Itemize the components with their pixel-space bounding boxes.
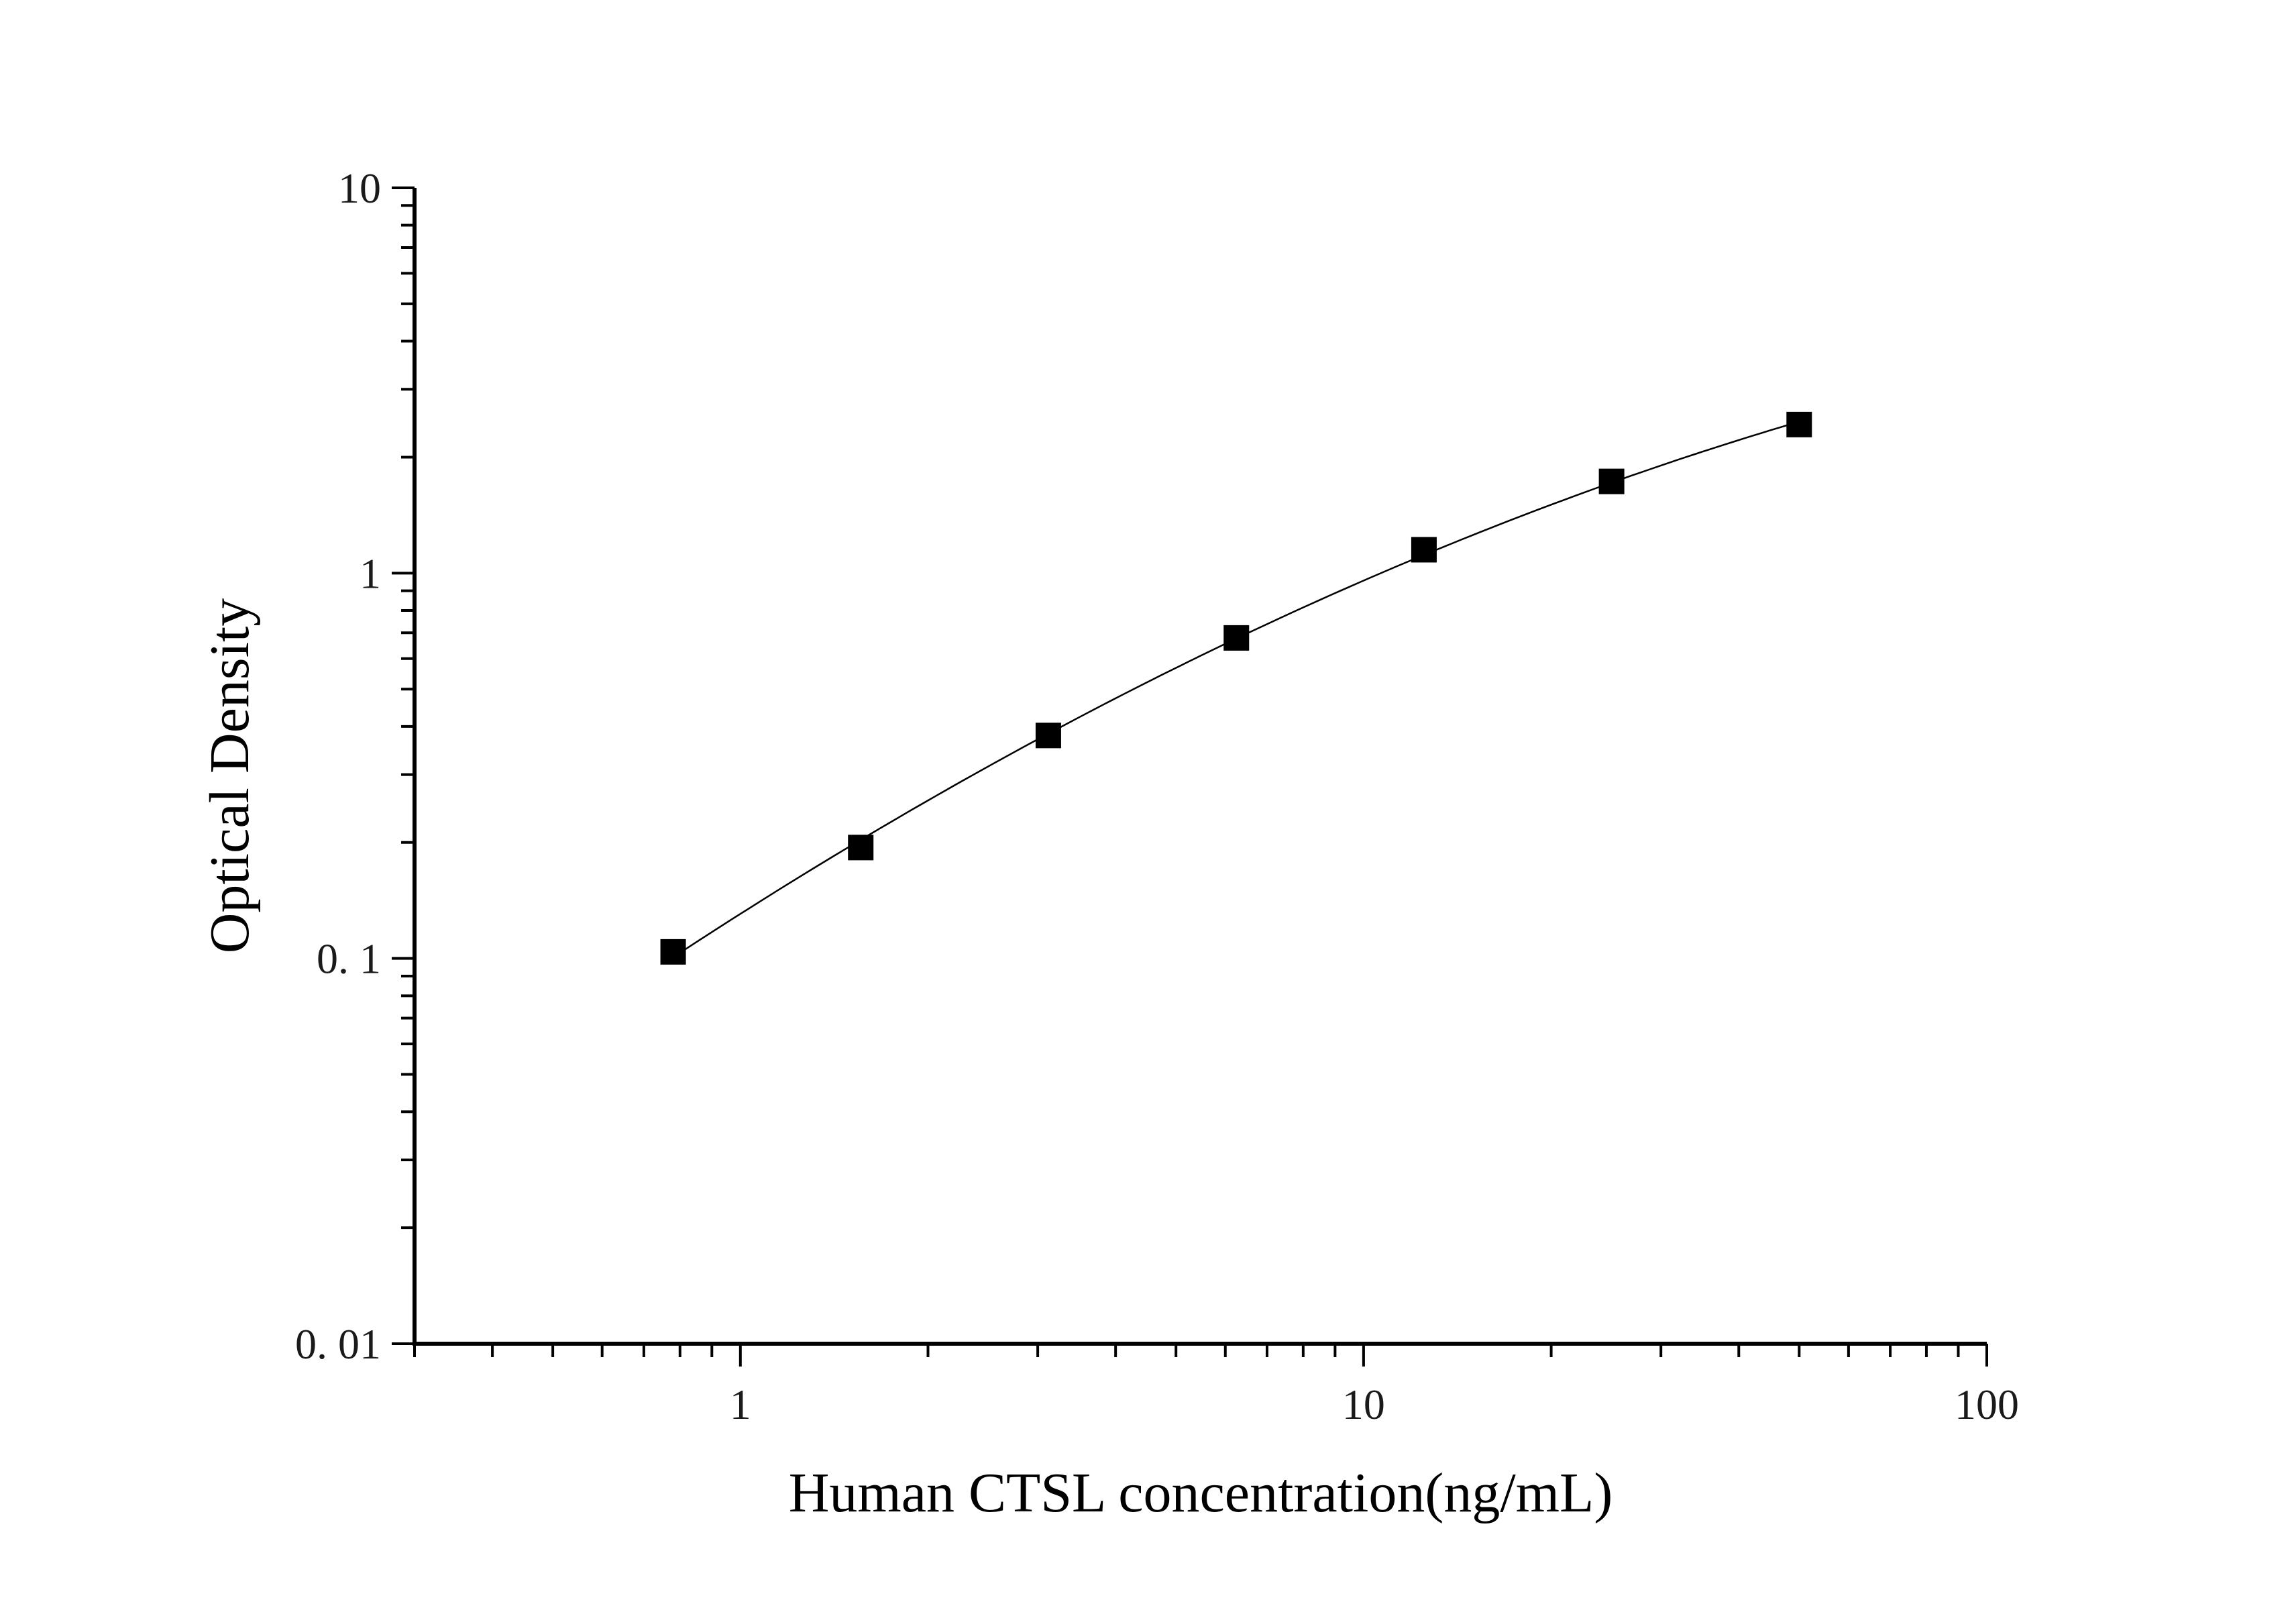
y-tick-label: 1 (360, 549, 381, 597)
data-point (1035, 723, 1061, 749)
x-tick-label: 100 (1955, 1381, 2019, 1428)
tick-labels: 0. 01 0. 1 1 10 1 10 100 (295, 164, 2019, 1428)
data-point (848, 835, 874, 861)
axis-ticks (392, 186, 1988, 1367)
data-point (1223, 625, 1250, 651)
x-axis-title: Human CTSL concentration(ng/mL) (789, 1462, 1613, 1524)
fit-curve (672, 421, 1800, 959)
x-tick-label: 10 (1342, 1381, 1385, 1428)
x-tick-label: 1 (730, 1381, 751, 1428)
data-point (1786, 411, 1812, 437)
y-tick-label: 10 (338, 164, 381, 212)
y-tick-label: 0. 01 (295, 1320, 381, 1368)
y-tick-label: 0. 1 (317, 935, 381, 983)
data-point (660, 939, 686, 965)
data-points (660, 411, 1812, 965)
data-point (1598, 468, 1625, 494)
y-axis-title: Optical Density (199, 598, 261, 954)
data-point (1411, 537, 1437, 563)
